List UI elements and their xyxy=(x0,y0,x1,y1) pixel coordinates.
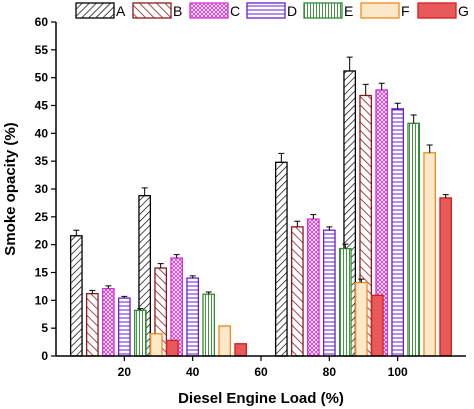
y-tick-label: 0 xyxy=(41,349,48,363)
bars-group xyxy=(69,56,453,357)
bar-G-20 xyxy=(165,339,179,357)
x-tick-label: 100 xyxy=(388,365,408,379)
error-bar-B-40 xyxy=(157,263,164,269)
error-bar-F-100 xyxy=(426,144,433,153)
bar-E-100 xyxy=(407,122,421,357)
error-bar-A-40 xyxy=(141,187,148,196)
legend-label-D: D xyxy=(287,3,297,19)
y-tick-label: 60 xyxy=(35,15,49,29)
error-bar-D-80 xyxy=(326,226,333,231)
error-bar-E-20 xyxy=(137,308,144,311)
error-bar-B-20 xyxy=(89,289,96,294)
legend-swatch-F xyxy=(360,2,400,19)
y-tick-label: 30 xyxy=(35,182,49,196)
error-bar-E-40 xyxy=(205,291,212,295)
error-bar-D-100 xyxy=(394,102,401,109)
y-tick-label: 40 xyxy=(35,126,49,140)
error-bar-E-80 xyxy=(342,243,349,249)
legend-label-F: F xyxy=(401,3,410,19)
y-tick-label: 55 xyxy=(35,43,49,57)
bar-F-40 xyxy=(218,325,232,357)
bar-D-100 xyxy=(391,108,405,357)
y-tick-label: 50 xyxy=(35,71,49,85)
legend-label-G: G xyxy=(458,3,469,19)
y-tick-label: 45 xyxy=(35,99,49,113)
error-bar-C-100 xyxy=(378,82,385,90)
legend-swatch-B xyxy=(132,2,172,19)
y-tick-label: 35 xyxy=(35,154,49,168)
error-bar-A-100 xyxy=(346,56,353,71)
legend-label-B: B xyxy=(173,3,182,19)
legend-swatch-G xyxy=(417,2,457,19)
bar-F-80 xyxy=(354,281,368,357)
bar-E-20 xyxy=(133,309,147,357)
axes-group: 0 5 10 15 20 25 30 35 40 45 50 55 60 20 40 60 80 100 xyxy=(35,15,466,379)
y-tick-label: 10 xyxy=(35,293,49,307)
y-axis-title: Smoke opacity (%) xyxy=(2,122,19,255)
error-bar-C-40 xyxy=(173,254,180,259)
x-tick-label: 80 xyxy=(323,365,337,379)
bar-C-80 xyxy=(306,218,320,357)
error-bar-E-100 xyxy=(410,114,417,124)
bar-B-80 xyxy=(290,226,304,357)
legend-swatch-A xyxy=(75,2,115,19)
legend-item-B: B xyxy=(132,2,182,19)
bar-E-80 xyxy=(338,247,352,357)
x-tick-label: 20 xyxy=(118,365,132,379)
error-bar-D-20 xyxy=(121,295,128,299)
bar-G-100 xyxy=(439,197,453,357)
error-bar-C-80 xyxy=(310,214,317,220)
legend-swatch-D xyxy=(246,2,286,19)
bar-C-20 xyxy=(101,287,115,357)
legend-item-G: G xyxy=(417,2,469,19)
bar-A-80 xyxy=(274,161,288,357)
bar-E-40 xyxy=(202,293,216,357)
bar-D-20 xyxy=(117,297,131,357)
legend-swatch-E xyxy=(303,2,343,19)
x-tick-label: 40 xyxy=(186,365,200,379)
legend-item-A: A xyxy=(75,2,126,19)
x-tick-label: 60 xyxy=(254,365,268,379)
bar-F-100 xyxy=(423,152,437,357)
bar-D-40 xyxy=(186,277,200,357)
bar-A-20 xyxy=(69,235,83,357)
error-bar-B-100 xyxy=(362,83,369,96)
bar-B-20 xyxy=(85,293,99,357)
bar-G-40 xyxy=(234,343,248,357)
y-tick-label: 25 xyxy=(35,210,49,224)
legend: A B C D E F G xyxy=(75,2,469,19)
error-bar-G-100 xyxy=(442,194,449,198)
error-bar-B-80 xyxy=(294,220,301,227)
y-tick-label: 20 xyxy=(35,238,49,252)
y-tick-label: 5 xyxy=(41,321,48,335)
legend-swatch-C xyxy=(189,2,229,19)
legend-label-C: C xyxy=(230,3,240,19)
legend-label-E: E xyxy=(344,3,353,19)
y-tick-label: 15 xyxy=(35,266,49,280)
legend-label-A: A xyxy=(116,3,126,19)
legend-item-D: D xyxy=(246,2,297,19)
error-bar-D-40 xyxy=(189,275,196,279)
bar-G-80 xyxy=(370,294,384,357)
bar-D-80 xyxy=(322,229,336,357)
legend-item-E: E xyxy=(303,2,353,19)
bar-F-20 xyxy=(149,333,163,357)
error-bar-A-80 xyxy=(278,152,285,163)
x-axis-title: Diesel Engine Load (%) xyxy=(178,390,344,407)
legend-item-C: C xyxy=(189,2,240,19)
error-bar-C-20 xyxy=(105,285,112,289)
legend-item-F: F xyxy=(360,2,410,19)
error-bar-A-20 xyxy=(73,229,80,236)
error-bar-F-80 xyxy=(358,278,365,283)
